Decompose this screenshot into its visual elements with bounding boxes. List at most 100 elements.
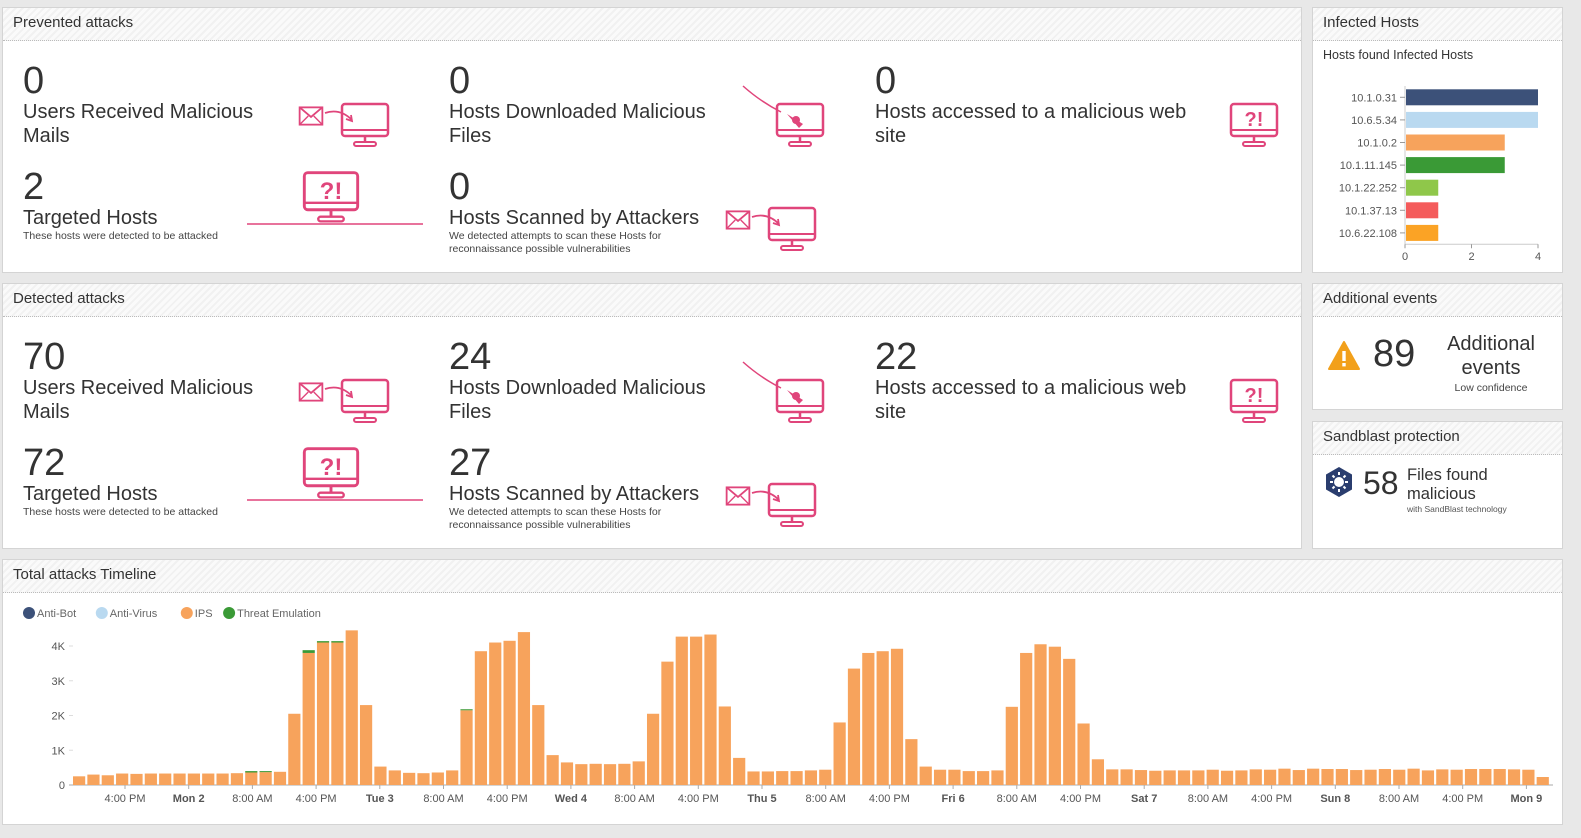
ips-bar[interactable] (1307, 768, 1320, 785)
ips-bar[interactable] (1034, 644, 1047, 785)
ips-bar[interactable] (747, 771, 760, 785)
host-bar[interactable] (1406, 224, 1439, 241)
ips-bar[interactable] (1278, 768, 1291, 785)
ips-bar[interactable] (245, 772, 258, 785)
threat-emulation-bar[interactable] (331, 641, 344, 643)
ips-bar[interactable] (819, 769, 832, 785)
ips-bar[interactable] (1479, 769, 1492, 785)
legend-item[interactable]: Anti-Bot (23, 607, 76, 620)
ips-bar[interactable] (1220, 770, 1234, 785)
ips-bar[interactable] (804, 770, 818, 785)
host-bar[interactable] (1406, 202, 1439, 219)
ips-bar[interactable] (776, 771, 789, 785)
ips-bar[interactable] (1177, 770, 1191, 785)
ips-bar[interactable] (1206, 769, 1219, 785)
ips-bar[interactable] (1450, 769, 1463, 785)
ips-bar[interactable] (1321, 769, 1334, 785)
ips-bar[interactable] (632, 761, 645, 785)
ips-bar[interactable] (603, 764, 617, 785)
detected-scanned-widget[interactable]: 27 Hosts Scanned by Attackers We detecte… (449, 444, 719, 532)
ips-bar[interactable] (589, 763, 602, 785)
ips-bar[interactable] (962, 771, 975, 785)
ips-bar[interactable] (73, 776, 86, 785)
ips-bar[interactable] (101, 775, 114, 785)
ips-bar[interactable] (446, 770, 459, 785)
ips-bar[interactable] (1264, 769, 1277, 785)
ips-bar[interactable] (1249, 769, 1262, 785)
ips-bar[interactable] (1163, 770, 1176, 785)
threat-emulation-bar[interactable] (245, 771, 258, 773)
ips-bar[interactable] (1149, 770, 1162, 785)
ips-bar[interactable] (733, 757, 746, 785)
ips-bar[interactable] (618, 763, 631, 785)
ips-bar[interactable] (1364, 769, 1377, 785)
ips-bar[interactable] (216, 773, 229, 785)
ips-bar[interactable] (1421, 770, 1435, 785)
host-bar[interactable] (1406, 134, 1505, 151)
ips-bar[interactable] (919, 766, 932, 785)
legend-item[interactable]: Threat Emulation (223, 607, 321, 620)
prevented-targeted-widget[interactable]: 2 Targeted Hosts These hosts were detect… (23, 168, 273, 243)
host-bar[interactable] (1406, 111, 1538, 128)
ips-bar[interactable] (374, 766, 387, 785)
ips-bar[interactable] (1493, 769, 1506, 785)
ips-bar[interactable] (460, 710, 473, 785)
ips-bar[interactable] (431, 772, 444, 785)
ips-bar[interactable] (532, 705, 545, 785)
host-bar[interactable] (1406, 179, 1439, 196)
ips-bar[interactable] (388, 770, 401, 785)
ips-bar[interactable] (503, 640, 516, 785)
ips-bar[interactable] (847, 668, 861, 785)
ips-bar[interactable] (977, 771, 990, 785)
ips-bar[interactable] (833, 722, 846, 785)
ips-bar[interactable] (1235, 770, 1248, 785)
threat-emulation-bar[interactable] (316, 641, 330, 643)
ips-bar[interactable] (675, 636, 688, 785)
threat-emulation-bar[interactable] (259, 771, 272, 773)
ips-bar[interactable] (1106, 769, 1119, 785)
ips-bar[interactable] (403, 772, 416, 785)
ips-bar[interactable] (187, 773, 200, 785)
ips-bar[interactable] (1134, 770, 1148, 785)
ips-bar[interactable] (417, 773, 430, 785)
ips-bar[interactable] (517, 632, 531, 785)
ips-bar[interactable] (1048, 646, 1061, 785)
ips-bar[interactable] (288, 713, 301, 785)
host-bar[interactable] (1406, 157, 1505, 174)
ips-bar[interactable] (546, 755, 559, 785)
ips-bar[interactable] (704, 634, 717, 785)
prevented-scanned-widget[interactable]: 0 Hosts Scanned by Attackers We detected… (449, 168, 719, 256)
ips-bar[interactable] (718, 706, 731, 785)
ips-bar[interactable] (661, 661, 674, 785)
ips-bar[interactable] (116, 773, 129, 785)
ips-bar[interactable] (173, 773, 186, 785)
ips-bar[interactable] (1507, 769, 1521, 785)
ips-bar[interactable] (1436, 769, 1449, 785)
threat-emulation-bar[interactable] (302, 650, 315, 653)
ips-bar[interactable] (1292, 770, 1305, 785)
ips-bar[interactable] (331, 642, 344, 785)
detected-users-mails-widget[interactable]: 70 Users Received Malicious Mails (23, 338, 273, 424)
ips-bar[interactable] (1536, 777, 1549, 785)
ips-bar[interactable] (1091, 759, 1105, 785)
ips-bar[interactable] (560, 762, 574, 785)
ips-bar[interactable] (1407, 768, 1420, 785)
ips-bar[interactable] (948, 769, 961, 785)
detected-downloaded-widget[interactable]: 24 Hosts Downloaded Malicious Files (449, 338, 739, 424)
ips-bar[interactable] (359, 705, 373, 785)
ips-bar[interactable] (202, 773, 215, 785)
ips-bar[interactable] (144, 773, 157, 785)
ips-bar[interactable] (230, 773, 244, 785)
ips-bar[interactable] (474, 651, 487, 785)
ips-bar[interactable] (690, 636, 703, 785)
ips-bar[interactable] (273, 771, 287, 785)
ips-bar[interactable] (1005, 706, 1018, 785)
additional-events-widget[interactable]: 89 Additional events Low confidence (1313, 318, 1562, 408)
host-bar[interactable] (1406, 89, 1538, 106)
ips-bar[interactable] (862, 652, 875, 785)
ips-bar[interactable] (1350, 770, 1363, 785)
ips-bar[interactable] (316, 642, 330, 785)
ips-bar[interactable] (1464, 769, 1478, 785)
ips-bar[interactable] (1192, 770, 1205, 785)
ips-bar[interactable] (1378, 769, 1392, 785)
